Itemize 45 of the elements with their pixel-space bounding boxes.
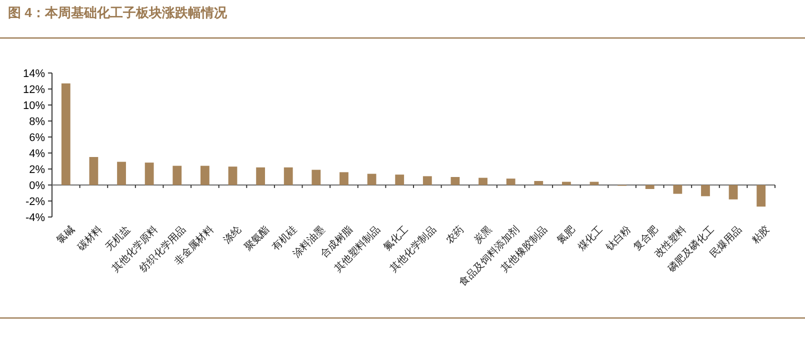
bar (728, 185, 738, 200)
bar (172, 166, 182, 185)
bar (701, 185, 710, 196)
bar (312, 170, 321, 185)
bar (89, 157, 98, 185)
x-tick-label: 煤化工 (576, 224, 606, 254)
x-tick-label: 涤纶 (221, 224, 244, 246)
bar (673, 185, 682, 194)
x-tick-label: 粘胶 (750, 224, 772, 246)
bar (284, 167, 293, 185)
y-tick-label: 4% (29, 148, 46, 160)
y-tick-label: 0% (29, 180, 46, 192)
bar (200, 166, 210, 185)
x-tick-label: 聚氨酯 (242, 224, 272, 254)
x-tick-label: 碳材料 (74, 224, 105, 254)
x-tick-label: 炭黑 (471, 224, 494, 246)
bar (340, 172, 348, 185)
bar (756, 185, 766, 207)
y-tick-label: 12% (22, 84, 46, 96)
bar (61, 83, 70, 185)
bar (422, 176, 432, 185)
y-tick-label: -2% (25, 196, 46, 208)
bar (144, 162, 154, 185)
x-tick-label: 氮肥 (556, 224, 578, 246)
bar (395, 174, 404, 185)
bar (506, 178, 516, 185)
y-tick-label: 2% (29, 164, 46, 176)
y-tick-label: 10% (22, 100, 46, 112)
y-tick-label: 14% (22, 68, 46, 80)
x-tick-label: 氯碱 (54, 224, 77, 246)
x-tick-label: 钛白粉 (602, 224, 634, 254)
y-tick-label: 6% (29, 132, 46, 144)
bar (478, 178, 488, 185)
bar (534, 181, 544, 185)
y-tick-label: 8% (29, 116, 46, 128)
bar (450, 177, 460, 185)
bar (562, 182, 571, 185)
chart-title: 图 4：本周基础化工子板块涨跌幅情况 (8, 5, 228, 20)
bar (228, 166, 238, 185)
x-tick-label: 农药 (444, 224, 466, 246)
y-tick-label: -4% (25, 212, 46, 224)
bar (117, 162, 126, 185)
bar (645, 185, 654, 189)
bar (367, 174, 376, 185)
bar (256, 167, 266, 185)
